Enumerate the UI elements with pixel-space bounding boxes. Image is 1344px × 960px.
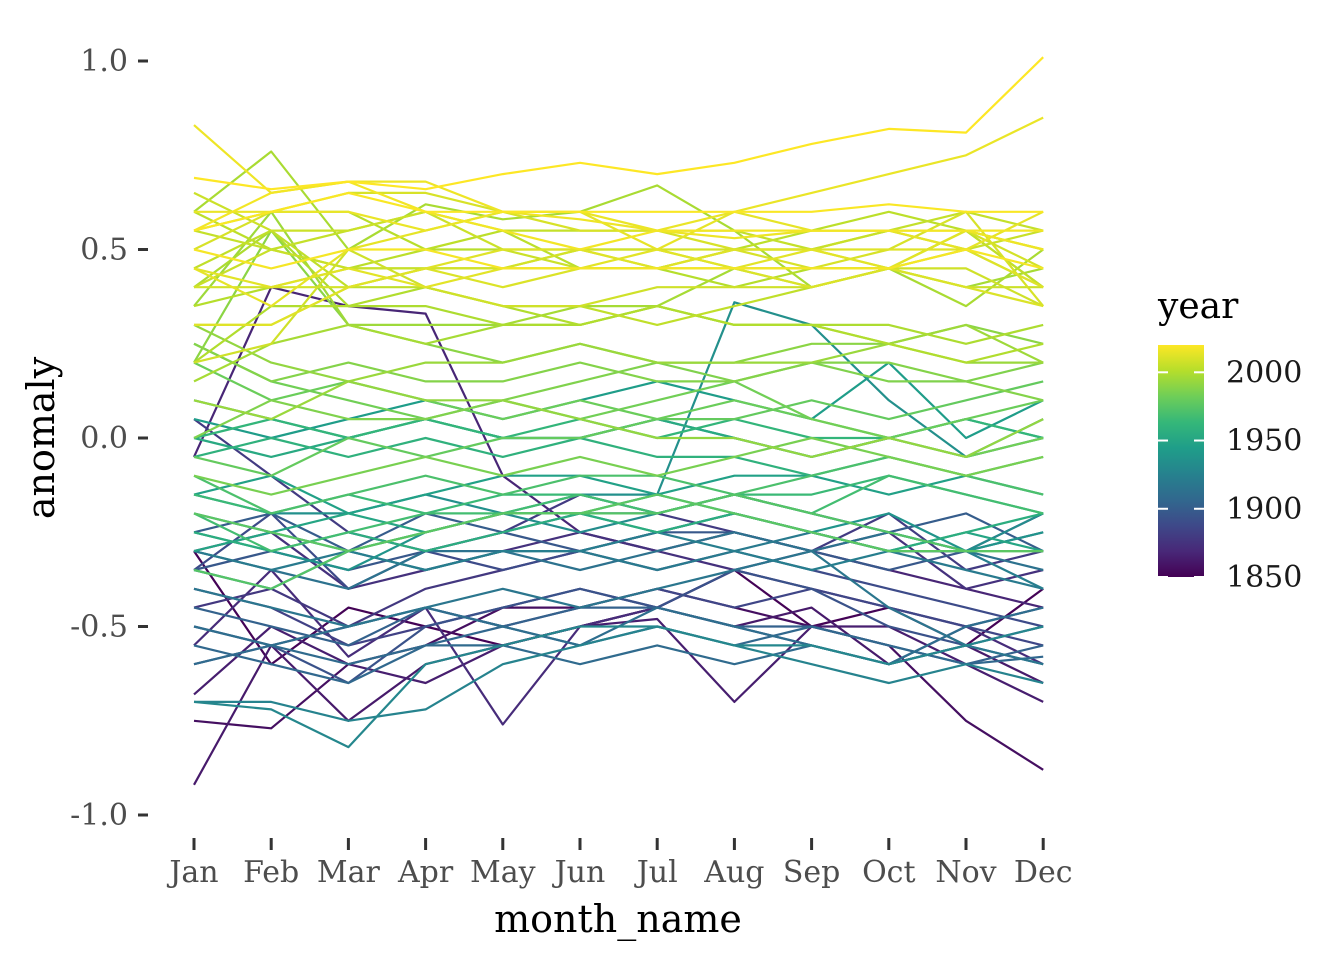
legend: year 1850 1900 1950 2000 <box>1157 286 1302 595</box>
series-line-1917 <box>193 550 1044 666</box>
series-line-1947 <box>193 474 1044 515</box>
y-tick-label: -1.0 <box>70 798 128 833</box>
series-line-1944 <box>193 361 1044 440</box>
series-line-2014 <box>193 210 1044 308</box>
series-line-1988 <box>193 342 1044 402</box>
series-line-1992 <box>193 323 1044 458</box>
legend-title: year <box>1157 286 1239 327</box>
x-tick-label: Mar <box>317 855 381 890</box>
x-axis-title: month_name <box>494 897 742 942</box>
y-tick-label: 0.5 <box>80 233 128 268</box>
x-tick-label: Dec <box>1014 855 1073 890</box>
x-axis: Jan Feb Mar Apr May Jun Jul Aug Sep Oct Nov Dec <box>166 838 1073 890</box>
x-tick-label: Jun <box>552 855 606 890</box>
y-tick-label: -0.5 <box>70 610 128 645</box>
x-tick-label: Jul <box>634 855 678 890</box>
series-line-1983 <box>193 342 1044 458</box>
series-line-2008 <box>193 248 1044 364</box>
x-tick-label: Oct <box>862 855 915 890</box>
x-tick-label: Nov <box>935 855 996 890</box>
y-tick-label: 1.0 <box>80 44 128 79</box>
legend-tick-label: 1900 <box>1226 492 1302 527</box>
x-tick-label: Jan <box>166 855 218 890</box>
y-axis-title: anomaly <box>19 356 63 519</box>
legend-tick-label: 1950 <box>1226 424 1302 459</box>
series-line-1974 <box>193 493 1044 590</box>
x-tick-label: Sep <box>783 855 841 890</box>
y-tick-label: 0.0 <box>80 421 128 456</box>
series-line-2018 <box>193 248 1044 270</box>
x-tick-label: Feb <box>243 855 299 890</box>
series-line-1976 <box>193 493 1044 553</box>
x-tick-label: May <box>470 855 536 890</box>
x-tick-label: Apr <box>397 855 454 890</box>
series-line-2019 <box>193 191 1044 232</box>
series-line-2004 <box>193 229 1044 326</box>
legend-tick-label: 2000 <box>1226 355 1302 390</box>
series-line-2013 <box>193 229 1044 289</box>
series-line-1871 <box>193 568 1044 726</box>
legend-ticks: 1850 1900 1950 2000 <box>1158 355 1302 595</box>
series-line-1929 <box>193 625 1044 749</box>
series-line-2015 <box>194 116 1044 232</box>
series-line-1926 <box>194 625 1044 722</box>
series-line-1920 <box>193 531 1044 590</box>
y-axis: -1.0 -0.5 0.0 0.5 1.0 <box>70 44 148 833</box>
legend-tick-label: 1850 <box>1226 560 1302 595</box>
series-line-1935 <box>193 301 1044 515</box>
series-line-1864 <box>193 617 1044 703</box>
x-tick-label: Aug <box>703 855 764 890</box>
legend-colorbar <box>1158 345 1204 577</box>
series-line-2020 <box>193 56 1044 191</box>
plot-lines <box>192 56 1045 786</box>
series-line-1985 <box>193 436 1044 496</box>
series-line-1909 <box>193 644 1044 666</box>
